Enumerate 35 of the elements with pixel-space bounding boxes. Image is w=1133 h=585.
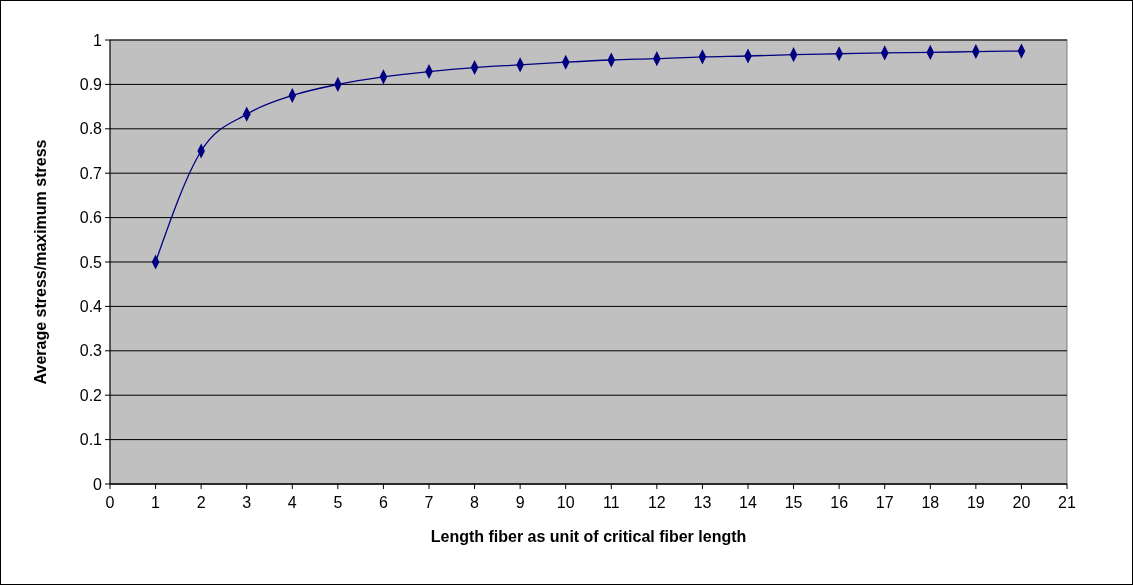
x-tick-label: 2 [196, 494, 206, 511]
x-tick-label: 7 [424, 494, 434, 511]
x-tick-label: 11 [602, 494, 620, 511]
x-tick-label: 21 [1058, 494, 1076, 511]
x-tick-label: 10 [556, 494, 575, 511]
y-tick-label: 0.7 [79, 164, 103, 182]
x-tick-label: 6 [378, 494, 388, 511]
y-tick-label: 0.1 [79, 431, 103, 449]
x-tick-label: 18 [921, 494, 940, 511]
y-axis-title: Average stress/maximum stress [32, 139, 49, 385]
x-tick-label: 1 [151, 494, 161, 511]
x-axis-title: Length fiber as unit of critical fiber length [430, 528, 747, 545]
y-tick-label: 0.5 [79, 253, 103, 271]
x-tick-label: 20 [1012, 494, 1031, 511]
y-tick-label: 0.4 [79, 298, 103, 315]
y-tick-label: 0.2 [79, 386, 103, 404]
y-tick-label: 1 [93, 31, 103, 49]
x-tick-label: 12 [647, 494, 666, 511]
x-tick-label: 13 [693, 494, 712, 511]
y-tick-label: 0.9 [79, 76, 103, 93]
x-tick-label: 4 [287, 494, 297, 511]
x-tick-label: 0 [105, 494, 115, 511]
y-tick-label: 0.6 [79, 209, 103, 227]
x-tick-label: 19 [966, 494, 985, 511]
x-tick-label: 17 [875, 494, 894, 511]
x-tick-label: 3 [242, 494, 252, 511]
y-tick-label: 0 [93, 475, 103, 493]
x-tick-label: 8 [470, 494, 480, 511]
x-tick-label: 15 [784, 494, 803, 511]
y-tick-label: 0.3 [79, 342, 103, 360]
y-tick-label: 0.8 [79, 120, 103, 138]
x-tick-label: 16 [830, 494, 849, 511]
x-tick-label: 14 [739, 494, 757, 511]
x-tick-label: 5 [333, 494, 343, 511]
x-tick-label: 9 [515, 494, 525, 511]
